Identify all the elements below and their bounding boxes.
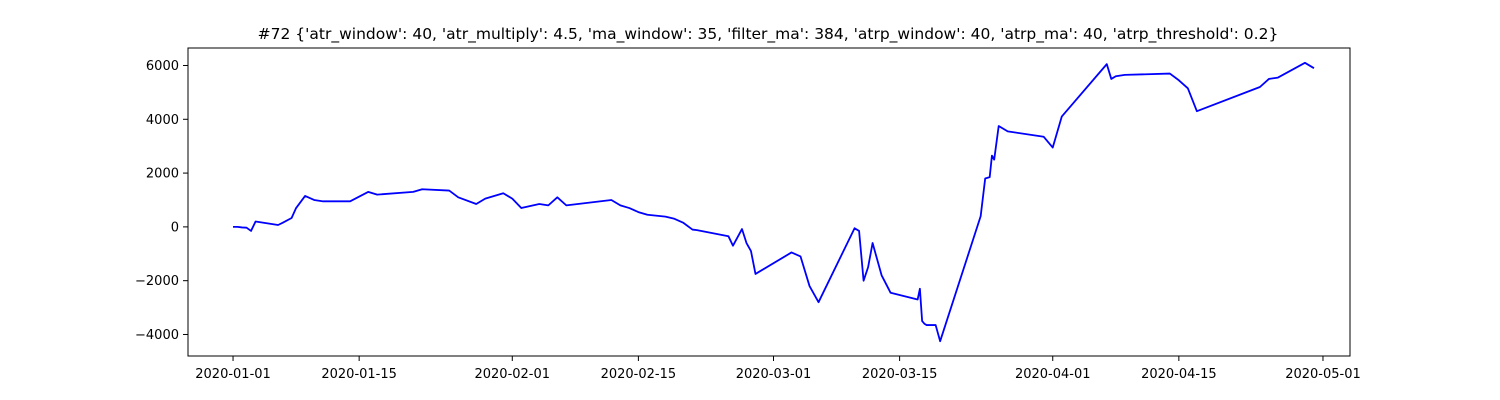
y-tick-label: −2000 <box>135 274 179 289</box>
chart-title: #72 {'atr_window': 40, 'atr_multiply': 4… <box>258 25 1279 44</box>
y-tick-label: 6000 <box>146 59 179 74</box>
x-tick-label: 2020-01-15 <box>321 367 397 382</box>
x-tick-label: 2020-04-01 <box>1015 367 1091 382</box>
x-tick-label: 2020-02-01 <box>474 367 550 382</box>
x-tick-label: 2020-03-01 <box>736 367 812 382</box>
y-tick-label: 0 <box>171 220 179 235</box>
plot-area <box>233 61 1315 343</box>
y-tick-label: −4000 <box>135 328 179 343</box>
x-tick-label: 2020-03-15 <box>862 367 938 382</box>
y-axis: −4000 −2000 0 2000 4000 6000 <box>135 59 188 343</box>
x-tick-label: 2020-05-01 <box>1285 367 1361 382</box>
y-tick-label: 4000 <box>146 113 179 128</box>
x-axis: 2020-01-01 2020-01-15 2020-02-01 2020-02-15… <box>195 356 1361 382</box>
series-line <box>233 61 1315 343</box>
y-tick-label: 2000 <box>146 167 179 182</box>
plot-frame <box>187 47 1351 357</box>
x-tick-label: 2020-01-01 <box>195 367 271 382</box>
x-tick-label: 2020-04-15 <box>1141 367 1217 382</box>
x-tick-label: 2020-02-15 <box>601 367 677 382</box>
